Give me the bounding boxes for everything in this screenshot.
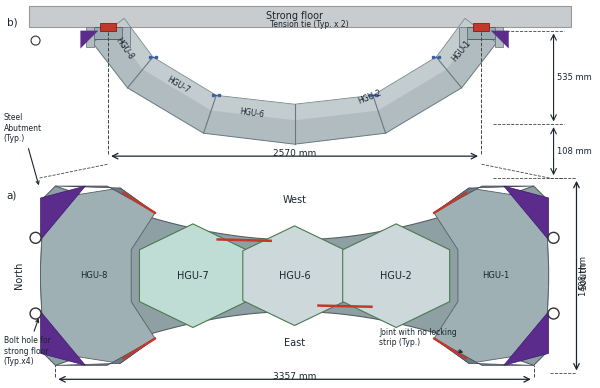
Text: Joint with no locking
strip (Typ.): Joint with no locking strip (Typ.) (379, 328, 462, 353)
Polygon shape (139, 224, 247, 327)
Text: Bolt hole for
strong floor
(Typ.x4): Bolt hole for strong floor (Typ.x4) (4, 319, 50, 366)
Text: HGU-1: HGU-1 (482, 271, 509, 280)
Bar (86, 27, 94, 47)
Text: 3357 mm: 3357 mm (273, 372, 316, 381)
Polygon shape (41, 186, 548, 365)
Text: HGU-2: HGU-2 (356, 88, 382, 106)
Text: a): a) (7, 191, 17, 201)
Circle shape (30, 232, 41, 243)
Polygon shape (112, 19, 478, 120)
Text: Tension tie (Typ. x 2): Tension tie (Typ. x 2) (270, 20, 349, 29)
Text: South: South (578, 262, 589, 290)
Polygon shape (434, 186, 533, 213)
Polygon shape (55, 186, 155, 213)
Text: HGU-6: HGU-6 (239, 107, 265, 120)
Text: HGU-8: HGU-8 (80, 271, 107, 280)
Text: HGU-7: HGU-7 (177, 271, 209, 281)
Bar (100, 23, 116, 31)
Text: b): b) (7, 18, 17, 28)
Bar (473, 23, 489, 31)
Circle shape (31, 36, 40, 45)
Text: HGU-2: HGU-2 (380, 271, 412, 281)
Circle shape (30, 308, 41, 319)
Text: West: West (283, 195, 307, 205)
Text: HGU-7: HGU-7 (165, 75, 191, 95)
Text: 2570 mm: 2570 mm (273, 149, 316, 158)
Bar (467, 27, 495, 38)
Circle shape (548, 308, 559, 319)
Polygon shape (55, 338, 155, 365)
Polygon shape (504, 186, 548, 240)
Text: East: East (284, 338, 305, 348)
Text: Strong floor: Strong floor (266, 11, 323, 21)
Polygon shape (41, 186, 85, 240)
Bar (459, 27, 467, 47)
Text: HGU-1: HGU-1 (449, 38, 472, 63)
Text: 535 mm: 535 mm (557, 73, 592, 82)
Polygon shape (504, 312, 548, 365)
Text: 108 mm: 108 mm (557, 147, 592, 156)
Circle shape (548, 232, 559, 243)
Polygon shape (491, 31, 509, 48)
Polygon shape (243, 226, 346, 326)
Text: 1408 mm: 1408 mm (580, 256, 589, 296)
Text: North: North (14, 262, 23, 289)
Bar (495, 27, 503, 47)
Bar (122, 27, 130, 47)
Polygon shape (41, 188, 155, 363)
Text: HGU-8: HGU-8 (113, 36, 135, 61)
Polygon shape (434, 188, 548, 363)
Polygon shape (92, 19, 497, 144)
Polygon shape (434, 338, 533, 365)
Bar (29, 6, 571, 27)
Polygon shape (80, 31, 98, 48)
Text: Steel
Abutment
(Typ.): Steel Abutment (Typ.) (4, 113, 42, 184)
Bar (94, 27, 122, 38)
Polygon shape (343, 224, 449, 327)
Polygon shape (41, 312, 85, 365)
Text: HGU-6: HGU-6 (279, 271, 310, 281)
